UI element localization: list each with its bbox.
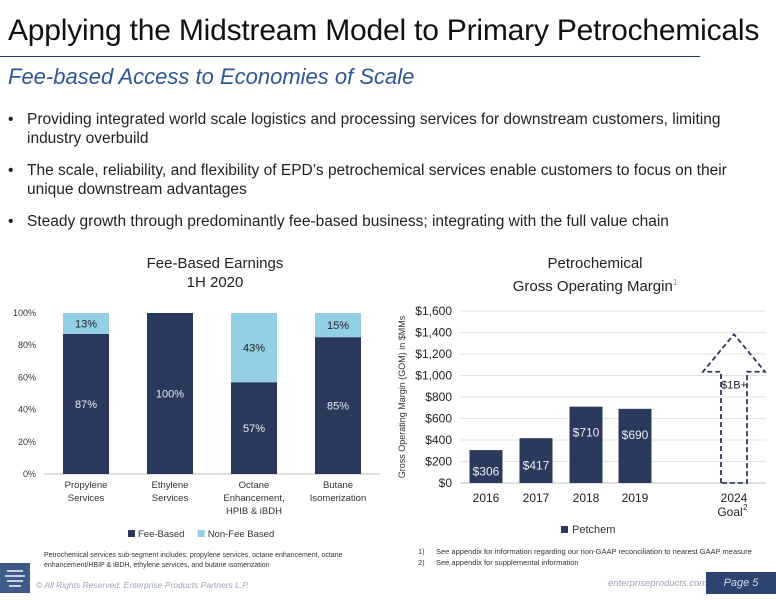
fee-based-chart-title: Fee-Based Earnings 1H 2020 [100, 254, 330, 292]
bullet-item: • The scale, reliability, and flexibility… [6, 161, 766, 199]
bullet-list: • Providing integrated world scale logist… [6, 110, 766, 244]
bullet-icon: • [8, 213, 14, 230]
y-tick-label: 20% [18, 437, 36, 447]
x-category-label: 2016 [473, 491, 500, 505]
y-tick-label: $1,000 [415, 369, 452, 383]
x-category-label: Services [68, 493, 105, 504]
data-label: 87% [75, 399, 97, 411]
bar-segment [63, 333, 109, 474]
legend-swatch [561, 526, 568, 533]
y-tick-label: $0 [439, 476, 453, 490]
x-category-label: 2018 [573, 491, 600, 505]
bullet-icon: • [8, 111, 14, 128]
subsegment-note: Petrochemical services sub-segment inclu… [44, 552, 343, 569]
title-divider [0, 56, 700, 57]
bar-segment [231, 382, 277, 474]
fee-based-chart-title-line1: Fee-Based Earnings [146, 255, 284, 272]
logo-mark-icon [5, 570, 25, 587]
y-tick-label: 0% [23, 469, 36, 479]
data-label: $417 [523, 459, 550, 473]
footnote-item: 1) See appendix for information regarding… [418, 546, 752, 557]
y-tick-label: $200 [425, 455, 452, 469]
bar-segment [63, 313, 109, 334]
x-category-label: Isomerization [310, 493, 367, 504]
bar-segment [231, 313, 277, 383]
bar [618, 408, 652, 483]
gom-chart-title-footnote: 1 [672, 278, 678, 287]
bullet-item: • Providing integrated world scale logist… [6, 110, 766, 148]
gom-chart-title-line1: Petrochemical [547, 255, 643, 272]
bar [519, 438, 553, 483]
footnote-number: 2) [418, 558, 425, 567]
gom-chart-title-text: Gross Operating Margin [512, 278, 673, 295]
goal-arrow-icon [701, 332, 767, 484]
y-tick-label: $800 [425, 390, 452, 404]
bar-segment [315, 313, 361, 338]
legend-label: Non-Fee Based [208, 529, 275, 540]
footnote-text: See appendix for supplemental informatio… [436, 558, 579, 567]
y-tick-label: 60% [18, 372, 36, 382]
bullet-text: Steady growth through predominantly fee-… [27, 213, 669, 230]
y-tick-label: 100% [13, 308, 36, 318]
data-label: 13% [75, 318, 97, 330]
footnote-text: See appendix for information regarding o… [436, 547, 752, 556]
y-tick-label: $400 [425, 433, 452, 447]
x-category-label: Ethylene [152, 480, 189, 491]
data-label: 57% [243, 423, 265, 435]
y-tick-label: 80% [18, 340, 36, 350]
legend-swatch [128, 530, 135, 537]
data-label: $710 [573, 426, 600, 440]
website-link[interactable]: enterpriseproducts.com [608, 578, 708, 589]
y-tick-label: 40% [18, 405, 36, 415]
x-category-label: Goal [717, 505, 742, 519]
fee-based-chart-title-line2: 1H 2020 [186, 274, 244, 291]
fee-based-earnings-chart: 0% 20% 40% 60% 80% 100% 87% 13% Propylene Service… [13, 308, 380, 540]
data-label: 43% [243, 343, 265, 355]
legend-label: Petchem [572, 524, 615, 536]
y-tick-label: $600 [425, 412, 452, 426]
data-label: $306 [473, 465, 500, 479]
page-title: Applying the Midstream Model to Primary … [8, 14, 760, 47]
x-category-label: HPIB & iBDH [226, 506, 282, 517]
bar [569, 406, 603, 483]
gross-operating-margin-chart: $0 $200 $400 $600 $800 $1,000 $1,200 $1,400 $1,6… [397, 304, 767, 536]
footnote-number: 1) [418, 547, 425, 556]
x-category-label: Octane [239, 480, 270, 491]
y-tick-label: $1,600 [415, 304, 452, 318]
footnotes: 1) See appendix for information regarding… [418, 546, 752, 568]
gom-chart-title: Petrochemical Gross Operating Margin1 [470, 254, 720, 296]
legend-label: Fee-Based [138, 529, 184, 540]
x-category-label: Services [152, 493, 189, 504]
company-logo [0, 563, 30, 593]
page-subtitle: Fee-based Access to Economies of Scale [8, 64, 415, 89]
y-tick-label: $1,400 [415, 326, 452, 340]
bullet-text: Providing integrated world scale logisti… [27, 111, 721, 147]
x-category-label: Butane [323, 480, 353, 491]
y-tick-label: $1,200 [415, 347, 452, 361]
x-category-label: 2019 [622, 491, 649, 505]
x-category-label: 2017 [523, 491, 550, 505]
data-label: $690 [622, 428, 649, 442]
footnote-item: 2) See appendix for supplemental informat… [418, 557, 752, 568]
copyright-text: © All Rights Reserved. Enterprise Produc… [36, 580, 250, 590]
x-category-label: Enhancement, [223, 493, 284, 504]
bar-segment [147, 313, 193, 474]
page-number: Page 5 [706, 572, 776, 594]
x-category-label: 2024 [721, 491, 748, 505]
bullet-item: • Steady growth through predominantly fee… [6, 212, 766, 231]
data-label: 15% [327, 320, 349, 332]
gom-chart-title-line2: Gross Operating Margin1 [470, 273, 720, 296]
goal-footnote-marker: 2 [743, 503, 748, 512]
y-axis-title: Gross Operating Margin (GOM) in $MMs [397, 315, 407, 478]
bar-segment [315, 337, 361, 474]
legend-swatch [197, 530, 205, 537]
bullet-text: The scale, reliability, and flexibility … [27, 162, 727, 198]
goal-label: $1B+ [721, 380, 747, 392]
data-label: 100% [156, 389, 184, 401]
data-label: 85% [327, 401, 349, 413]
bar [469, 450, 503, 483]
bullet-icon: • [8, 162, 14, 179]
x-category-label: Propylene [65, 480, 108, 491]
